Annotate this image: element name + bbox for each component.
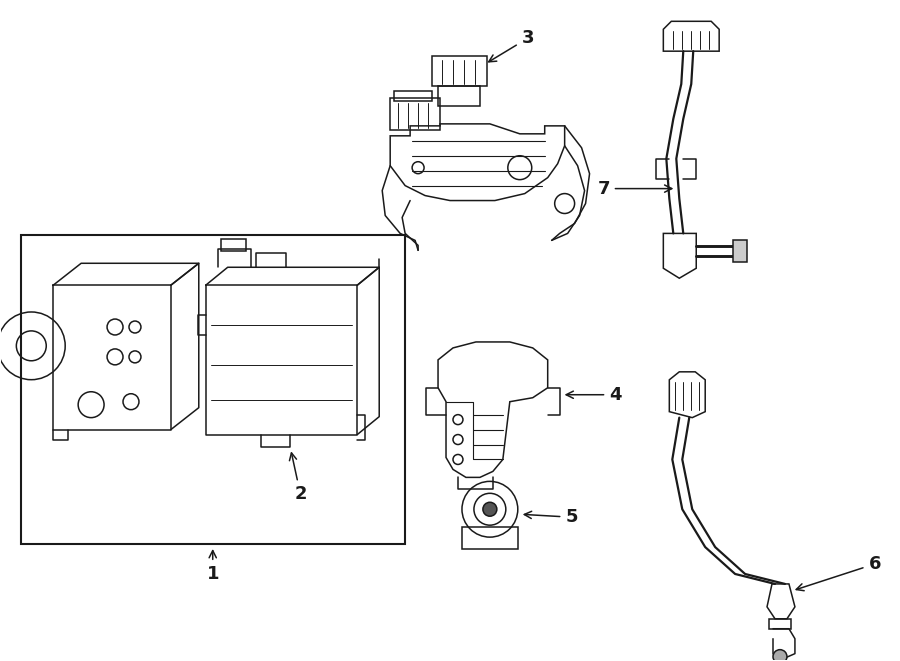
Text: 4: 4 bbox=[566, 386, 622, 404]
Circle shape bbox=[773, 650, 787, 661]
Bar bbox=[394, 91, 432, 101]
Circle shape bbox=[483, 502, 497, 516]
Bar bbox=[734, 241, 747, 262]
Bar bbox=[769, 619, 791, 629]
Bar bbox=[438, 86, 480, 106]
Bar bbox=[391, 98, 440, 130]
Text: 7: 7 bbox=[598, 180, 671, 198]
Bar bbox=[22, 235, 405, 544]
Text: 6: 6 bbox=[796, 555, 881, 591]
Bar bbox=[220, 239, 246, 251]
Text: 5: 5 bbox=[525, 508, 578, 526]
Bar bbox=[462, 527, 517, 549]
Text: 1: 1 bbox=[206, 551, 219, 583]
Text: 3: 3 bbox=[489, 29, 534, 62]
Bar bbox=[432, 56, 487, 86]
Text: 2: 2 bbox=[290, 453, 307, 503]
